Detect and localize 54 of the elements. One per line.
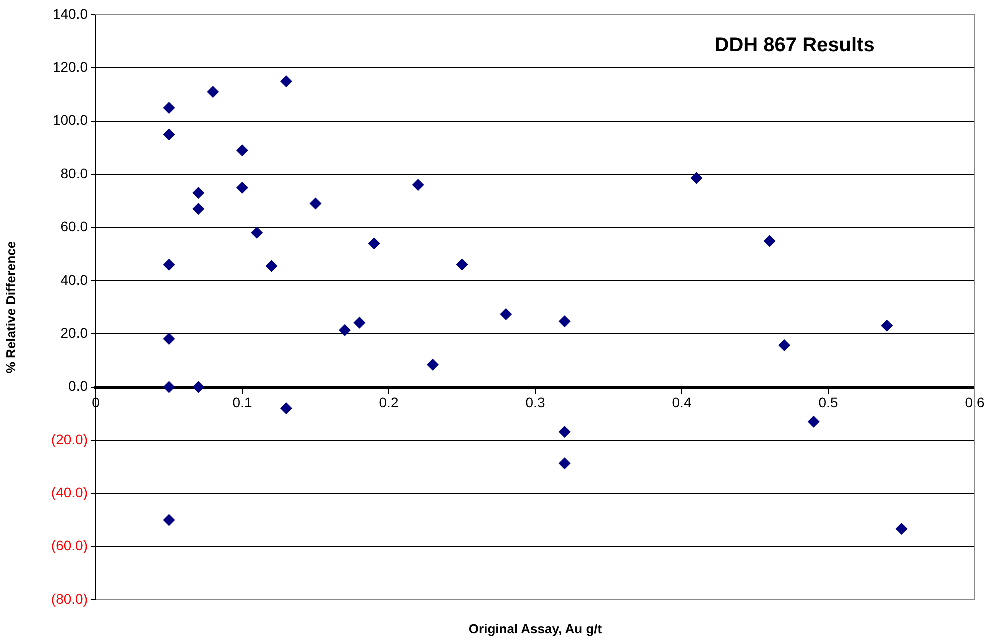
point (163, 102, 176, 114)
x-tick-label: 0.4 (672, 394, 692, 411)
point (764, 235, 776, 248)
point (339, 324, 352, 336)
point (163, 128, 176, 141)
text: DDH 867 Results (714, 34, 875, 57)
point (163, 333, 176, 346)
point (207, 86, 220, 98)
y-tick-label: 20.0 (60, 324, 88, 341)
x-tick-label: 0.2 (379, 394, 399, 411)
point (500, 308, 512, 320)
x-tick-label: 0.6 (965, 394, 985, 411)
point (368, 238, 380, 250)
point (808, 416, 820, 428)
point (558, 426, 571, 438)
point (163, 514, 176, 526)
x-tick-label: 0.3 (526, 394, 546, 411)
point (236, 182, 248, 194)
y-tick-label: 100.0 (52, 112, 88, 128)
y-tick-label: 60.0 (60, 218, 88, 235)
point (354, 316, 366, 329)
point (192, 381, 205, 394)
point (558, 316, 571, 328)
y-tick-label: 80.0 (60, 165, 88, 182)
point (192, 187, 205, 200)
y-tick-label: (80.0) (51, 590, 88, 607)
y-tick-label: (20.0) (51, 431, 88, 448)
point (310, 198, 322, 210)
y-tick-label: 0.0 (68, 378, 88, 394)
point (412, 179, 424, 192)
point (266, 260, 278, 272)
point (280, 402, 292, 415)
y-tick-label: 40.0 (60, 272, 88, 288)
y-tick-label: 120.0 (52, 59, 88, 76)
point (236, 144, 248, 157)
point (192, 203, 205, 216)
y-tick-label: 140.0 (52, 6, 88, 22)
y-tick-label: (60.0) (51, 538, 88, 554)
y-axis-title: % Relative Difference (3, 241, 18, 374)
point (456, 258, 468, 271)
y-tick-label: (40.0) (51, 484, 88, 500)
point (558, 458, 571, 470)
x-tick-label: 0.1 (232, 394, 252, 411)
point (881, 320, 894, 332)
point (163, 258, 176, 271)
point (426, 358, 439, 371)
point (251, 227, 264, 240)
x-axis-title: Original Assay, Au g/t (468, 622, 603, 637)
point (280, 75, 292, 88)
point (778, 340, 791, 352)
point (690, 172, 703, 184)
x-tick-label: 0.5 (818, 394, 838, 411)
point (896, 523, 908, 536)
point (163, 381, 176, 394)
